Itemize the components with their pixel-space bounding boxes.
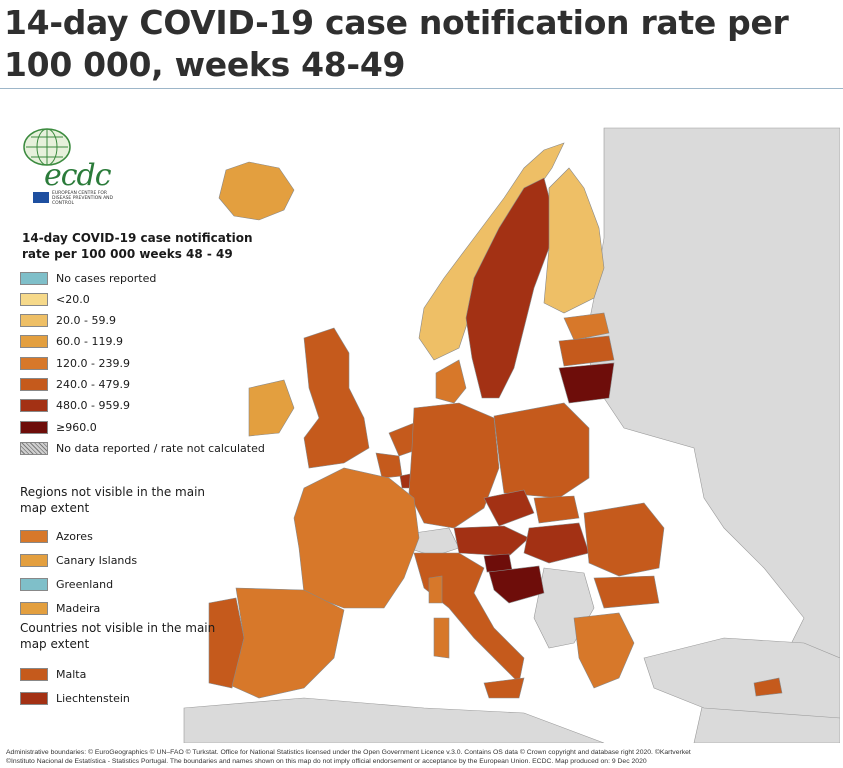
france xyxy=(293,467,420,609)
denmark xyxy=(435,359,467,404)
logo-wordmark: ecdc xyxy=(44,158,112,193)
attribution-line-1: Administrative boundaries: © EuroGeograp… xyxy=(6,749,691,756)
legend-label: 480.0 - 959.9 xyxy=(56,399,130,413)
united-kingdom xyxy=(303,327,370,469)
legend-item: 480.0 - 959.9 xyxy=(20,396,265,416)
belgium xyxy=(375,452,403,479)
greece xyxy=(573,612,635,689)
country-item: Liechtenstein xyxy=(20,688,130,708)
country-label: Malta xyxy=(56,667,87,681)
region-item: Azores xyxy=(20,526,137,546)
region-label: Azores xyxy=(56,529,93,543)
sweden xyxy=(465,177,553,399)
legend-swatch xyxy=(20,399,48,413)
poland xyxy=(493,402,590,499)
legend-swatch xyxy=(20,271,48,285)
legend-label: 240.0 - 479.9 xyxy=(56,377,130,391)
hungary xyxy=(523,522,590,564)
legend-item: ≥960.0 xyxy=(20,417,265,437)
slovenia xyxy=(483,553,513,573)
region-label: Canary Islands xyxy=(56,553,138,567)
regions-not-visible-title: Regions not visible in the main map exte… xyxy=(20,485,206,515)
sardinia xyxy=(433,617,450,659)
austria xyxy=(453,525,530,557)
bulgaria xyxy=(593,575,660,609)
legend-item: 20.0 - 59.9 xyxy=(20,311,265,331)
legend-label: No cases reported xyxy=(56,271,157,285)
romania xyxy=(583,502,665,577)
croatia xyxy=(488,565,545,604)
finland xyxy=(543,167,605,314)
czechia xyxy=(483,489,535,527)
region-label: Madeira xyxy=(56,601,101,615)
ecdc-logo: ecdc EUROPEAN CENTRE FOR DISEASE PREVENT… xyxy=(18,124,113,206)
countries-not-visible-list: Malta Liechtenstein xyxy=(20,664,130,712)
legend-item: <20.0 xyxy=(20,289,265,309)
region-item: Canary Islands xyxy=(20,550,137,570)
attribution-footer: Administrative boundaries: © EuroGeograp… xyxy=(6,748,840,766)
legend-item: No cases reported xyxy=(20,268,265,288)
region-swatch xyxy=(20,529,48,543)
regions-not-visible-list: Azores Canary Islands Greenland Madeira xyxy=(20,526,137,622)
region-label: Greenland xyxy=(56,577,114,591)
corsica xyxy=(428,575,443,604)
country-swatch xyxy=(20,691,48,705)
legend-label: 60.0 - 119.9 xyxy=(56,335,123,349)
legend-swatch xyxy=(20,356,48,370)
legend-swatch xyxy=(20,420,48,434)
page-title: 14-day COVID-19 case notification rate p… xyxy=(4,3,789,84)
legend-title: 14-day COVID-19 case notification rate p… xyxy=(22,231,253,261)
legend-item: No data reported / rate not calculated xyxy=(20,438,265,458)
iceland xyxy=(218,161,295,221)
region-item: Greenland xyxy=(20,574,137,594)
country-swatch xyxy=(20,667,48,681)
legend-item: 120.0 - 239.9 xyxy=(20,353,265,373)
estonia xyxy=(563,312,610,341)
latvia xyxy=(558,335,615,367)
switzerland-grey xyxy=(413,527,460,557)
logo-subtitle: EUROPEAN CENTRE FOR DISEASE PREVENTION A… xyxy=(52,191,113,206)
countries-not-visible-title: Countries not visible in the main map ex… xyxy=(20,621,216,651)
legend-swatch xyxy=(20,335,48,349)
legend-label: ≥960.0 xyxy=(56,420,97,434)
globe-icon xyxy=(23,128,71,166)
eu-flag-icon xyxy=(33,192,49,203)
legend-swatch xyxy=(20,314,48,328)
country-item: Malta xyxy=(20,664,130,684)
legend-swatch-hatched xyxy=(20,441,48,455)
slovakia xyxy=(533,495,580,524)
map-frame: ecdc EUROPEAN CENTRE FOR DISEASE PREVENT… xyxy=(4,98,840,743)
spain xyxy=(231,587,345,699)
region-item: Madeira xyxy=(20,598,137,618)
region-swatch xyxy=(20,577,48,591)
legend-item: 240.0 - 479.9 xyxy=(20,374,265,394)
legend-swatch xyxy=(20,292,48,306)
legend-list: No cases reported <20.0 20.0 - 59.9 60.0… xyxy=(20,268,265,460)
legend-item: 60.0 - 119.9 xyxy=(20,332,265,352)
ireland xyxy=(248,379,295,437)
europe-map xyxy=(183,127,840,743)
north-africa-land xyxy=(183,697,605,743)
legend-label: 120.0 - 239.9 xyxy=(56,356,130,370)
turkey-land xyxy=(643,637,840,719)
germany xyxy=(408,402,500,529)
title-divider xyxy=(0,88,843,89)
region-swatch xyxy=(20,601,48,615)
country-label: Liechtenstein xyxy=(56,691,130,705)
lithuania xyxy=(558,362,615,404)
legend-swatch xyxy=(20,377,48,391)
region-swatch xyxy=(20,553,48,567)
legend-label: <20.0 xyxy=(56,292,90,306)
legend-label: No data reported / rate not calculated xyxy=(56,441,265,455)
legend-label: 20.0 - 59.9 xyxy=(56,314,116,328)
attribution-line-2: ©Instituto Nacional de Estatística - Sta… xyxy=(6,758,647,765)
sicily xyxy=(483,677,525,699)
cyprus xyxy=(753,677,783,697)
